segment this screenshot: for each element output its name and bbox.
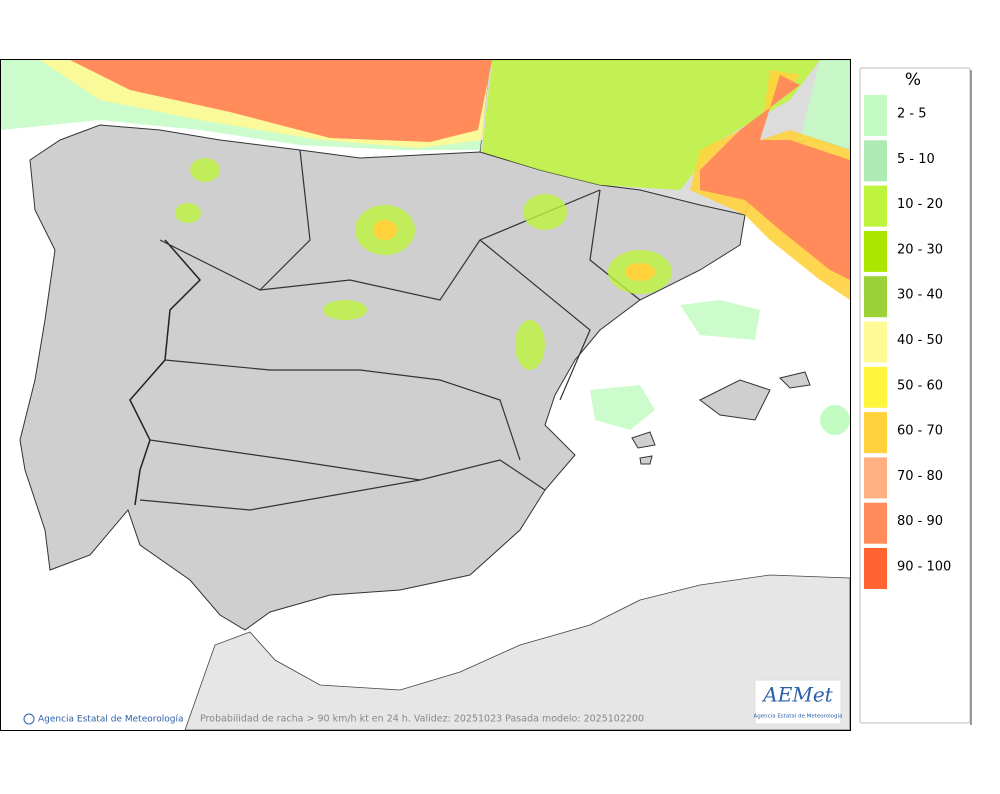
legend-swatch	[864, 185, 887, 227]
legend-label: 60 - 70	[897, 424, 943, 439]
legend-swatch	[864, 548, 887, 589]
copyright-icon	[23, 713, 35, 725]
logo-subtitle: Agencia Estatal de Meteorología	[754, 713, 843, 720]
probability-area	[680, 300, 760, 340]
probability-area	[373, 220, 397, 240]
border	[164, 359, 521, 461]
legend-swatch	[864, 230, 887, 272]
probability-area	[482, 60, 820, 190]
probability-area	[70, 60, 492, 142]
probability-area	[590, 385, 655, 430]
probability-area	[190, 158, 220, 182]
iberia	[19, 124, 746, 631]
legend-label: 50 - 60	[897, 378, 943, 393]
legend-swatch	[864, 321, 887, 363]
probability-area	[700, 75, 850, 280]
legend-label: 90 - 100	[897, 560, 951, 575]
island	[779, 371, 811, 389]
region-borders	[139, 149, 641, 511]
legend-swatch	[864, 276, 887, 318]
logo: AEMet	[761, 683, 833, 707]
legend-label: 5 - 10	[897, 152, 935, 167]
legend-label: 80 - 90	[897, 514, 943, 529]
probability-area	[820, 405, 850, 435]
probability-area	[800, 60, 850, 150]
legend-label: 10 - 20	[897, 197, 943, 212]
legend-label: 2 - 5	[897, 107, 927, 122]
border	[259, 149, 311, 291]
border	[129, 239, 202, 506]
island	[631, 431, 656, 449]
legend-swatch	[864, 95, 887, 136]
border	[479, 239, 591, 401]
credit: Agencia Estatal de Meteorología	[38, 715, 184, 725]
africa	[184, 574, 850, 730]
legend-swatch	[864, 412, 887, 454]
probability-area	[323, 300, 367, 320]
legend-label: 40 - 50	[897, 333, 943, 348]
legend-swatch	[864, 457, 887, 499]
legend-title: %	[905, 70, 921, 90]
legend-label: 30 - 40	[897, 288, 943, 303]
island	[699, 379, 771, 421]
probability-area	[625, 263, 655, 281]
border	[139, 479, 421, 511]
map-frame	[0, 59, 851, 731]
border	[159, 189, 601, 301]
island	[639, 455, 653, 465]
probability-area	[523, 194, 567, 230]
legend-label: 70 - 80	[897, 469, 943, 484]
map	[1, 60, 850, 730]
legend-swatch	[864, 366, 887, 408]
probability-area	[175, 203, 201, 223]
legend-label: 20 - 30	[897, 242, 943, 257]
probability-area	[515, 320, 545, 370]
caption: Probabilidad de racha > 90 km/h kt en 24…	[200, 714, 644, 725]
legend-swatch	[864, 140, 887, 182]
legend-swatch	[864, 502, 887, 544]
logo-box	[754, 679, 842, 725]
